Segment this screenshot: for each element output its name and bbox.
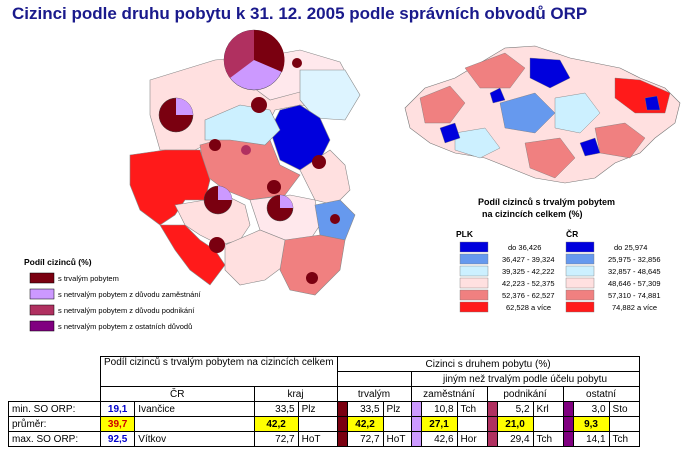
table-row-avg: průměr: 39,7 42,2 42,2 27,1 21,0 9,3 [8,416,640,432]
header-cr: ČR [100,386,255,402]
svg-text:52,376 - 62,527: 52,376 - 62,527 [502,291,555,300]
right-legend-title-2: na cizincích celkem (%) [482,209,583,219]
swatch-zamestnani [410,401,422,417]
right-legend-title: Podíl cizinců s trvalým pobytem [478,197,615,207]
page-title: Cizinci podle druhu pobytu k 31. 12. 200… [12,4,588,23]
right-legend: Podíl cizinců s trvalým pobytem na cizin… [456,197,661,313]
header-jinym: jiným než trvalým podle účelu pobytu [410,371,640,387]
svg-text:s netrvalým pobytem z ostatníc: s netrvalým pobytem z ostatních důvodů [58,322,192,331]
svg-text:57,310 - 74,881: 57,310 - 74,881 [608,291,661,300]
svg-text:do 25,974: do 25,974 [614,243,647,252]
header-podnikani: podnikání [486,386,564,402]
left-legend-item-1: s netrvalým pobytem z důvodu zaměstnání [29,288,201,300]
left-legend-item-3: s netrvalým pobytem z ostatních důvodů [29,320,192,332]
left-legend-title: Podíl cizinců (%) [24,257,92,267]
right-legend-col-cr: ČR [566,228,578,239]
svg-text:25,975 - 32,856: 25,975 - 32,856 [608,255,661,264]
svg-text:39,325 - 42,222: 39,325 - 42,222 [502,267,555,276]
svg-text:do 36,426: do 36,426 [508,243,541,252]
svg-text:42,223 - 52,375: 42,223 - 52,375 [502,279,555,288]
header-left: Podíl cizinců s trvalým pobytem na cizin… [100,356,338,387]
header-ostatni: ostatní [562,386,640,402]
pie-markers [158,29,340,284]
svg-text:s netrvalým pobytem z důvodu z: s netrvalým pobytem z důvodu zaměstnání [58,290,201,299]
swatch-trvalym [336,401,348,417]
swatch-podnikani [486,401,498,417]
svg-text:62,528 a více: 62,528 a více [506,303,551,312]
czech-republic-map [404,45,681,184]
swatch-ostatni [562,401,574,417]
header-row-3: ČR kraj trvalým zaměstnání podnikání ost… [9,386,640,402]
svg-text:48,646 - 57,309: 48,646 - 57,309 [608,279,661,288]
svg-text:s trvalým pobytem: s trvalým pobytem [58,274,119,283]
left-legend-item-2: s netrvalým pobytem z důvodu podnikání [29,304,195,316]
map-region [129,149,211,226]
map-region [224,229,286,286]
header-row-1: Podíl cizinců s trvalým pobytem na cizin… [9,356,640,387]
map-region [279,234,346,296]
header-right: Cizinci s druhem pobytu (%) [336,356,640,372]
table-row-min: min. SO ORP: 19,1 Ivančice 33,5 Plz 33,5… [8,401,640,417]
left-legend: Podíl cizinců (%) s trvalým pobytem s ne… [24,257,201,332]
svg-text:s netrvalým pobytem z důvodu p: s netrvalým pobytem z důvodu podnikání [58,306,195,315]
right-legend-col-plk: PLK [456,229,474,239]
header-kraj: kraj [253,386,338,402]
plzen-region-map [129,29,361,296]
header-trvalym: trvalým [336,386,412,402]
stats-table: Podíl cizinců s trvalým pobytem na cizin… [8,356,640,447]
svg-text:74,882 a více: 74,882 a více [612,303,657,312]
header-zamestnani: zaměstnání [410,386,488,402]
table-row-max: max. SO ORP: 92,5 Vítkov 72,7 HoT 72,7 H… [8,431,640,447]
svg-text:32,857 - 48,645: 32,857 - 48,645 [608,267,661,276]
map-region [204,104,281,146]
left-legend-item-0: s trvalým pobytem [29,272,119,284]
map-region [299,69,361,121]
svg-text:36,427 - 39,324: 36,427 - 39,324 [502,255,555,264]
